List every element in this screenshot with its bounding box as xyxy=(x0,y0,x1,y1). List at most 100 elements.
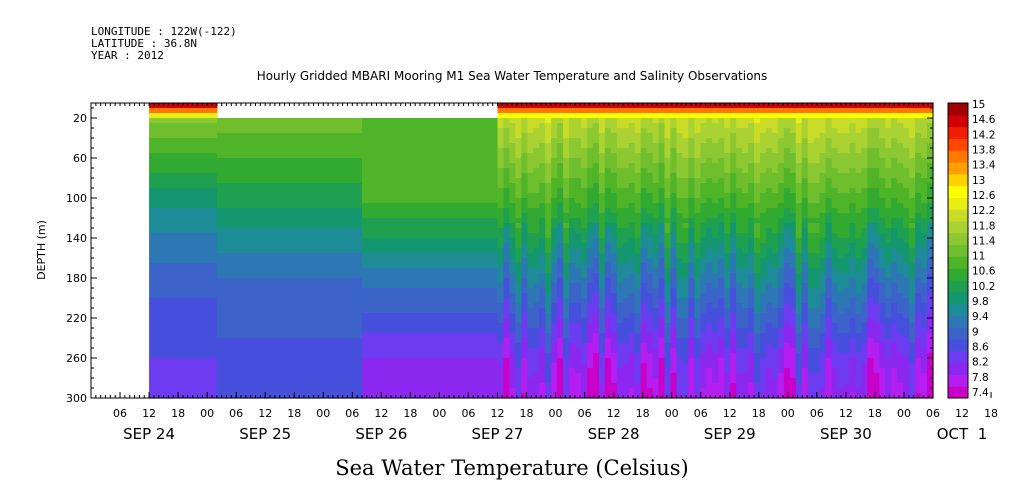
colorbar-label: 11.8 xyxy=(972,220,995,232)
colorbar-label: 9.8 xyxy=(972,296,989,308)
data-period-3 xyxy=(497,103,934,399)
colorbar-band xyxy=(948,327,968,340)
x-hour-label: 00 xyxy=(665,407,679,420)
y-tick-label: 300 xyxy=(66,392,87,405)
x-hour-label: 18 xyxy=(171,407,185,420)
y-tick-label: 260 xyxy=(66,352,87,365)
x-hour-label: 12 xyxy=(258,407,272,420)
y-axis-label: DEPTH (m) xyxy=(35,220,48,280)
colorbar-label: 8.6 xyxy=(972,342,989,354)
x-hour-label: 06 xyxy=(345,407,359,420)
colorbar-band xyxy=(948,244,968,257)
colorbar-band xyxy=(948,209,968,222)
colorbar-label: 13 xyxy=(972,175,985,187)
colorbar-band xyxy=(948,268,968,281)
x-hour-label: 12 xyxy=(490,407,504,420)
y-tick-label: 100 xyxy=(66,192,87,205)
x-hour-label: 06 xyxy=(461,407,475,420)
x-hour-label: 06 xyxy=(694,407,708,420)
data-period-2 xyxy=(361,118,499,399)
latitude-label: LATITUDE : 36.8N xyxy=(91,37,197,50)
colorbar-label: 7.8 xyxy=(972,372,989,384)
colorbar-label: 10.2 xyxy=(972,281,995,293)
y-tick-label: 140 xyxy=(66,232,87,245)
y-tick-label: 20 xyxy=(73,112,87,125)
x-hour-label: 12 xyxy=(607,407,621,420)
x-hour-label: 06 xyxy=(578,407,592,420)
x-hour-label: 12 xyxy=(142,407,156,420)
data-period-1 xyxy=(216,118,363,399)
colorbar-band xyxy=(948,126,968,139)
year-label: YEAR : 2012 xyxy=(91,49,164,62)
colorbar-label: 10.6 xyxy=(972,266,996,278)
x-day-label: SEP 29 xyxy=(704,425,756,443)
x-hour-label: 06 xyxy=(810,407,824,420)
x-day-label: OCT 1 xyxy=(937,425,988,443)
colorbar-label: 11.4 xyxy=(972,235,996,247)
x-hour-label: 06 xyxy=(113,407,127,420)
heatmap-plot-area xyxy=(90,102,934,399)
x-hour-label: 18 xyxy=(287,407,301,420)
colorbar-band xyxy=(948,221,968,234)
x-hour-label: 18 xyxy=(868,407,882,420)
x-day-label: SEP 30 xyxy=(820,425,872,443)
colorbar-band xyxy=(948,138,968,151)
colorbar-band xyxy=(948,256,968,269)
colorbar-band xyxy=(948,350,968,364)
x-hour-label: 18 xyxy=(984,407,998,420)
colorbar-band xyxy=(948,303,968,316)
colorbar-band xyxy=(948,114,968,128)
x-hour-label: 12 xyxy=(839,407,853,420)
data-period-0 xyxy=(149,103,218,399)
x-hour-label: 00 xyxy=(200,407,214,420)
x-hour-label: 18 xyxy=(403,407,417,420)
x-hour-label: 00 xyxy=(897,407,911,420)
longitude-label: LONGITUDE : 122W(-122) xyxy=(91,25,237,38)
x-hour-label: 06 xyxy=(229,407,243,420)
y-tick-label: 220 xyxy=(66,312,87,325)
x-hour-label: 06 xyxy=(926,407,940,420)
colorbar-band xyxy=(948,280,968,293)
colorbar-band xyxy=(948,173,968,187)
colorbar-band xyxy=(948,291,968,305)
colorbar-band xyxy=(948,374,968,387)
colorbar-band xyxy=(948,232,968,246)
x-hour-label: 18 xyxy=(520,407,534,420)
x-hour-label: 12 xyxy=(723,407,737,420)
x-day-label: SEP 25 xyxy=(239,425,291,443)
colorbar-band xyxy=(948,162,968,175)
colorbar-label: 13.8 xyxy=(972,145,995,157)
x-hour-label: 12 xyxy=(955,407,969,420)
colorbar-label: 8.2 xyxy=(972,357,989,369)
x-day-label: SEP 24 xyxy=(123,425,175,443)
colorbar-label: 14.6 xyxy=(972,114,996,126)
colorbar-band xyxy=(948,386,968,399)
colorbar-label: 14.2 xyxy=(972,129,995,141)
colorbar-label: 15 xyxy=(972,99,985,111)
colorbar-band xyxy=(948,197,968,210)
colorbar-label: 7.4 xyxy=(972,387,989,399)
y-axis: 20 60 100 140 180 220 260 300 xyxy=(66,107,933,405)
colorbar-label: 9 xyxy=(972,326,979,338)
colorbar-band xyxy=(948,103,968,116)
colorbar-frame xyxy=(947,102,969,399)
x-day-label: SEP 27 xyxy=(472,425,524,443)
y-tick-label: 60 xyxy=(73,152,87,165)
colorbar-label: 11 xyxy=(972,251,985,263)
x-hour-label: 00 xyxy=(432,407,446,420)
colorbar-band xyxy=(948,339,968,352)
colorbar-label: 12.2 xyxy=(972,205,995,217)
x-hour-label: 00 xyxy=(781,407,795,420)
colorbar-label: 12.6 xyxy=(972,190,996,202)
colorbar-band xyxy=(948,362,968,375)
x-hour-label: 00 xyxy=(549,407,563,420)
colorbar-label: 13.4 xyxy=(972,160,996,172)
x-day-label: SEP 26 xyxy=(355,425,407,443)
x-day-label: SEP 28 xyxy=(588,425,640,443)
chart-caption: Sea Water Temperature (Celsius) xyxy=(335,456,689,480)
x-hour-label: 18 xyxy=(636,407,650,420)
x-hour-label: 12 xyxy=(374,407,388,420)
y-tick-label: 180 xyxy=(66,272,87,285)
colorbar-band xyxy=(948,315,968,328)
